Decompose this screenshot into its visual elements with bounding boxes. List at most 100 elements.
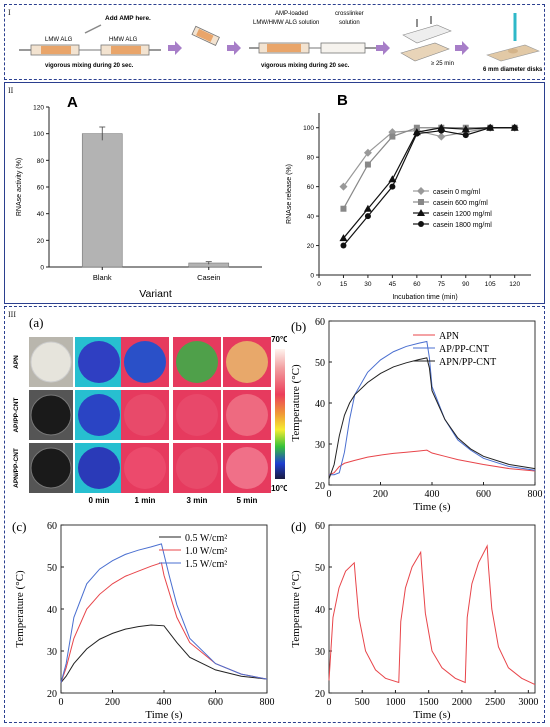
- thermal-spot: [226, 341, 268, 383]
- y-tick-label: 40: [307, 214, 315, 221]
- y-tick-label: 60: [315, 317, 325, 328]
- time-label: 0 min: [89, 496, 110, 504]
- x-axis-label: Incubation time (min): [392, 294, 457, 301]
- series-line-1: [328, 544, 536, 686]
- x-tick-label: 0: [327, 489, 332, 500]
- data-point-square: [418, 199, 424, 205]
- series-line: [342, 127, 515, 210]
- y-axis-label: RNAse activity (%): [16, 158, 23, 216]
- x-tick-label: 90: [462, 281, 470, 288]
- thermal-image: [173, 337, 221, 387]
- y-tick-label: 20: [315, 481, 325, 492]
- data-point-triangle: [461, 125, 470, 133]
- x-tick-label: 1500: [419, 697, 439, 708]
- legend-item: casein 1200 mg/ml: [413, 209, 492, 218]
- x-tick-label: 0: [317, 281, 321, 288]
- x-tick-label: 15: [340, 281, 348, 288]
- thermal-image: [223, 443, 271, 493]
- data-point-diamond: [363, 148, 372, 157]
- syringe-crosslinker-icon: [309, 42, 377, 54]
- bar-blank: [81, 133, 123, 268]
- series-line-2: [329, 340, 536, 476]
- legend-label: APN/PP-CNT: [439, 357, 496, 368]
- data-point-circle: [389, 183, 396, 190]
- y-tick-label: 20: [47, 689, 57, 700]
- x-tick-label: Blank: [93, 273, 112, 282]
- x-tick-label: 200: [105, 697, 120, 708]
- row-label: AP/PP-CNT: [13, 397, 20, 432]
- panel-letter: (a): [29, 315, 43, 330]
- x-tick-label: 45: [389, 281, 397, 288]
- series-line: [342, 127, 515, 246]
- y-axis-label: Temperature (°C): [14, 570, 26, 648]
- data-point-triangle: [417, 209, 425, 216]
- series-line-1: [60, 624, 268, 683]
- row-label: APN/PP-CNT: [13, 448, 20, 488]
- sample-photo: [29, 337, 73, 387]
- data-point-triangle: [339, 234, 348, 242]
- series-line-3: [60, 543, 268, 683]
- series-line-2: [60, 562, 268, 683]
- thermal-images: (a) APN AP/PP-CNT APN/PP-CNT 0 min 1 min 3 min…: [13, 315, 287, 504]
- thermal-image: [173, 390, 221, 440]
- x-tick-label: 1000: [385, 697, 405, 708]
- x-axis-label: Variant: [139, 288, 172, 300]
- time-label: 1 min: [135, 496, 156, 504]
- legend-label: casein 600 mg/ml: [433, 200, 488, 207]
- y-tick-label: 20: [37, 238, 45, 245]
- series-1: [339, 123, 519, 191]
- chart-d-cycling: 20 30 40 50 60 0 500 1000 1500 2000 2500 3000 Time (…: [290, 519, 538, 721]
- x-tick-label: 200: [373, 489, 388, 500]
- amp-loaded-text: AMP-loaded: [275, 11, 308, 17]
- data-point-circle: [340, 242, 347, 249]
- y-axis-label: RNAse release (%): [286, 164, 293, 224]
- thermal-image: [75, 443, 123, 493]
- panel-label-i: I: [8, 8, 11, 17]
- series-line-1: [328, 449, 536, 476]
- time-label: 5 min: [237, 496, 258, 504]
- thermal-image: [75, 337, 123, 387]
- photothermal-panel: III (a) APN AP/PP-CNT APN/PP-CNT 0 min 1 min 3…: [4, 306, 545, 723]
- data-point-circle: [418, 221, 424, 227]
- legend-label: 1.5 W/cm²: [185, 559, 227, 570]
- arrow-icon: [376, 41, 390, 55]
- data-point-diamond: [417, 187, 425, 195]
- y-tick-label: 20: [307, 243, 315, 250]
- y-tick-label: 40: [37, 211, 45, 218]
- disk-punch-icon: [486, 13, 540, 62]
- schematic-panel: I Add AMP here. LMW ALG HMW ALG vigorous…: [4, 4, 545, 80]
- sample-photo: [29, 443, 73, 493]
- x-tick-label: Casein: [197, 273, 220, 282]
- data-point-square: [413, 124, 420, 131]
- thermal-image: [121, 337, 169, 387]
- series-2: [340, 124, 518, 212]
- arrow-icon: [168, 41, 182, 55]
- arrow-icon: [227, 41, 241, 55]
- x-tick-label: 800: [528, 489, 543, 500]
- syringe-solution-icon: [249, 42, 310, 54]
- data-point-diamond: [437, 132, 446, 141]
- legend-item: casein 0 mg/ml: [413, 187, 481, 196]
- x-tick-label: 75: [438, 281, 446, 288]
- y-tick-label: 60: [37, 185, 45, 192]
- x-tick-label: 400: [157, 697, 172, 708]
- legend-label: 0.5 W/cm²: [185, 533, 227, 544]
- legend-label: AP/PP-CNT: [439, 344, 489, 355]
- thermal-spot: [78, 341, 120, 383]
- y-tick-label: 0: [310, 273, 314, 280]
- y-tick-label: 120: [33, 105, 44, 112]
- chart-b: B 0 20 40 60 80 100 0 15 30 45 60 75 90 105 120 Incubati…: [286, 92, 531, 301]
- x-tick-label: 600: [208, 697, 223, 708]
- disks-text: 6 mm diameter disks: [483, 67, 543, 73]
- thermal-spot: [226, 447, 268, 489]
- thermal-image: [121, 390, 169, 440]
- legend-label: casein 1200 mg/ml: [433, 211, 492, 218]
- legend-item: casein 600 mg/ml: [413, 199, 488, 207]
- plot-frame: [328, 320, 536, 486]
- data-point-triangle: [388, 175, 397, 183]
- legend-label: APN: [439, 331, 459, 342]
- thermal-image: [173, 443, 221, 493]
- legend-label: 1.0 W/cm²: [185, 546, 227, 557]
- syringe-lmw-icon: [19, 44, 85, 56]
- lmw-alg-text: LMW ALG: [45, 37, 73, 43]
